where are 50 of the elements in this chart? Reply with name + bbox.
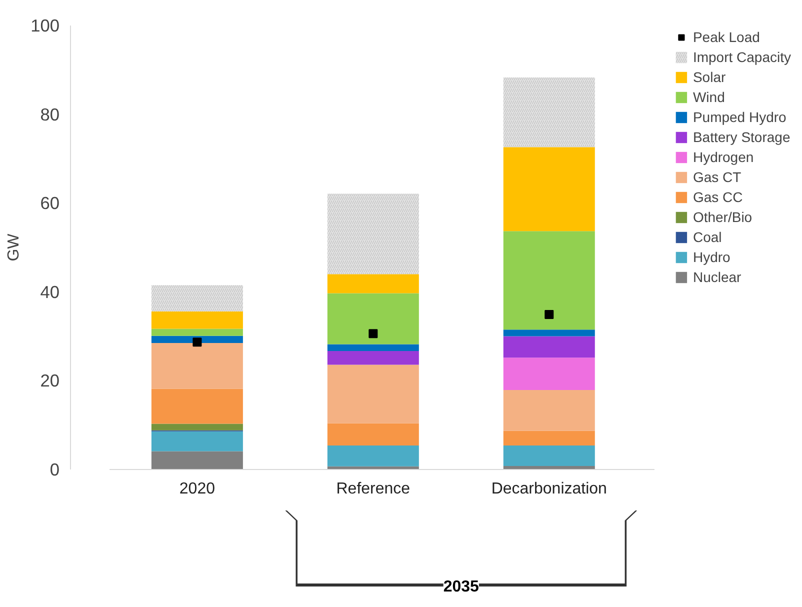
bar: [151, 451, 243, 470]
legend-label: Battery Storage: [692, 129, 790, 145]
bar: [151, 328, 243, 336]
bar: [327, 274, 419, 294]
point: [192, 338, 202, 347]
legend-label: Nuclear: [692, 269, 742, 285]
y-tick-label: 0: [50, 460, 60, 480]
bar: [503, 446, 595, 466]
legend-label: Coal: [692, 229, 722, 245]
x-tick-label: Decarbonization: [491, 480, 607, 498]
legend-label: Hydrogen: [692, 149, 754, 165]
bar: [151, 342, 243, 389]
bar: [503, 330, 595, 336]
legend-label: Solar: [692, 69, 726, 85]
bar: [151, 431, 243, 452]
legend-label: Pumped Hydro: [692, 109, 786, 125]
bar: [151, 336, 243, 343]
bar: [151, 388, 243, 424]
bar: [503, 358, 595, 390]
y-tick-label: 20: [40, 370, 60, 391]
bar: [327, 446, 419, 466]
bar: [503, 147, 595, 232]
y-axis-title: GW: [6, 232, 23, 262]
legend-label: Peak Load: [692, 29, 760, 45]
legend-label: Gas CC: [692, 189, 743, 205]
point: [544, 310, 554, 320]
text: 2035: [443, 578, 480, 596]
bar: [503, 336, 595, 358]
legend-label: Other/Bio: [692, 209, 752, 225]
y-tick-label: 100: [30, 16, 60, 36]
bar: [151, 424, 243, 430]
bar: [503, 390, 595, 431]
x-tick-label: Reference: [336, 480, 410, 498]
y-tick-label: 40: [40, 282, 60, 302]
bar: [327, 344, 419, 351]
legend-label: Wind: [692, 89, 725, 105]
y-tick-label: 60: [40, 193, 60, 214]
legend-label: Import Capacity: [692, 49, 791, 65]
bar: [327, 293, 419, 344]
point: [368, 329, 378, 338]
bar: [503, 430, 595, 446]
bar: [327, 364, 419, 424]
y-tick-label: 80: [40, 104, 60, 124]
bar: [151, 311, 243, 329]
legend-label: Hydro: [692, 249, 730, 265]
x-tick-label: 2020: [179, 480, 216, 498]
legend-label: Gas CT: [692, 169, 742, 185]
bar: [327, 350, 419, 365]
bar: [327, 423, 419, 446]
bar: [503, 231, 595, 330]
